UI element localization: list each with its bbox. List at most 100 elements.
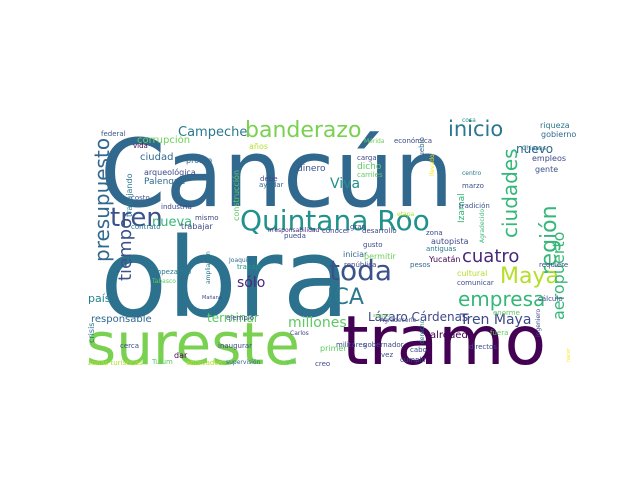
word-dicho: dicho [357, 162, 382, 172]
word-ahorcados: ahorcados [186, 359, 223, 367]
word-solo: sólo [237, 275, 265, 291]
word-zonas-turisticas: zonas turísticas [88, 359, 143, 367]
word-hacer: hacer [566, 347, 572, 362]
word-campeche: Campeche [178, 125, 247, 140]
word-lazaro-cardenas: Lázaro Cárdenas [368, 310, 468, 324]
word-tren-maya: Tren Maya [459, 312, 531, 328]
word-marzo: marzo [462, 182, 484, 190]
word-etapa: etapa [397, 211, 415, 218]
word-inaugurar: inaugurar [218, 342, 252, 350]
word-agradecerle: Agradecerle [380, 317, 417, 324]
word-dar: dar [174, 351, 188, 360]
word-desarrollo: desarrollo [362, 227, 397, 235]
word-fuera: fuera [490, 329, 508, 337]
word-presupuesto: presupuesto [90, 138, 114, 262]
word-corrupcion: corrupción [137, 134, 190, 146]
word-joaquin: Joaquín [228, 257, 251, 264]
word-ampliacion: ampliación [205, 251, 212, 284]
word-chiapas: Chiapas [522, 145, 546, 152]
word-ica: ICA [327, 285, 364, 310]
word-nueva: nueva [152, 215, 192, 230]
word-yucatan: Yucatán [428, 255, 460, 264]
word-terminar: terminar [207, 311, 259, 325]
word-manana: Mañana [202, 295, 222, 301]
word-riqueza: riqueza [540, 121, 570, 130]
word-sureste: sureste [86, 310, 300, 378]
word-agradecido: Agradecido [479, 209, 486, 243]
word-seguro: seguro [373, 313, 390, 319]
word-anos: años [249, 142, 268, 151]
word-pais: país [88, 292, 111, 305]
word-federal: federal [101, 130, 126, 138]
word-primer: primer [320, 344, 347, 353]
word-cumplir: cumplir [400, 356, 426, 364]
word-tren: tren [110, 203, 163, 233]
word-economica: económica [394, 137, 432, 145]
word-dinero: dinero [297, 164, 326, 174]
word-comunicar: comunicar [457, 279, 494, 287]
word-palenque: Palenque [144, 177, 186, 187]
word-region: región [537, 205, 562, 275]
word-ciudades: ciudades [498, 148, 522, 238]
word-derecho: derecho [419, 319, 426, 344]
word-tabasco: Tabasco [151, 278, 176, 285]
word-cancun: Cancún [100, 120, 454, 229]
word-gente: gente [535, 165, 558, 174]
word-ciudad: ciudad [140, 152, 173, 163]
word-izamal: Izamal [457, 193, 467, 223]
word-cuatro: cuatro [462, 246, 519, 267]
word-republica: república [344, 261, 376, 269]
word-maya: Maya [500, 264, 559, 289]
word-pronto: pronto [186, 156, 212, 165]
word-gobernador: gobernador [363, 341, 404, 349]
word-militares: militares [336, 341, 367, 349]
word-pueblo: pueblo [418, 137, 426, 161]
word-millones: millones [288, 315, 347, 331]
word-industria: industria [161, 203, 192, 211]
word-pesos: pesos [410, 261, 431, 269]
word-requiere: requiere [539, 261, 568, 269]
word-cultural: cultural [457, 269, 487, 278]
word-gobierno: gobierno [541, 130, 576, 139]
cloud-canvas [83, 114, 575, 366]
word-obra: obra [100, 214, 350, 342]
word-inicio: inicio [448, 117, 503, 141]
word-cabo: cabo [410, 346, 427, 354]
word-carlos: Carlos [290, 330, 309, 337]
word-ejemplo: ejemplo [226, 314, 254, 322]
word-banderazo: banderazo [245, 118, 361, 143]
word-nuevo: nuevo [516, 142, 553, 156]
word-toda: toda [329, 254, 392, 287]
word-vez: vez [381, 351, 393, 359]
word-vida: vida [133, 142, 148, 150]
word-crisis: crisis [87, 323, 96, 343]
word-construccion: construcción [231, 170, 241, 221]
word-empezando: Empezando [150, 268, 191, 276]
word-trabajar: trabajar [181, 222, 213, 231]
word-trabajo: trabajo [237, 263, 262, 271]
word-debe: debe [260, 175, 278, 183]
word-tramo: tramo [342, 302, 546, 381]
word-zona: zona [426, 229, 443, 237]
word-autopista: autopista [431, 237, 469, 246]
word-directos: directos [469, 343, 497, 351]
word-supervision: supervisión [226, 359, 261, 366]
word-empleos: empleos [532, 154, 566, 163]
word-cosa: cosa [462, 117, 476, 124]
word-permitir: permitir [364, 252, 397, 261]
word-enorme: enorme [493, 309, 520, 317]
word-ingeniero: ingeniero [535, 309, 542, 337]
word-alrededor: alrededor [430, 330, 479, 341]
word-conocer: conocer [322, 227, 350, 235]
word-llevado: llevado [429, 154, 436, 176]
word-carga: carga [357, 154, 377, 162]
word-iniciar: iniciar [343, 250, 368, 259]
word-carriles: carriles [357, 171, 383, 179]
word-mismo: mismo [195, 214, 219, 222]
word-arqueologica: arqueológica [144, 167, 196, 177]
word-merida: Mérida [364, 138, 385, 145]
word-tulum: Tulum [151, 358, 173, 366]
word-aeropuerto: aeropuerto [549, 232, 568, 320]
